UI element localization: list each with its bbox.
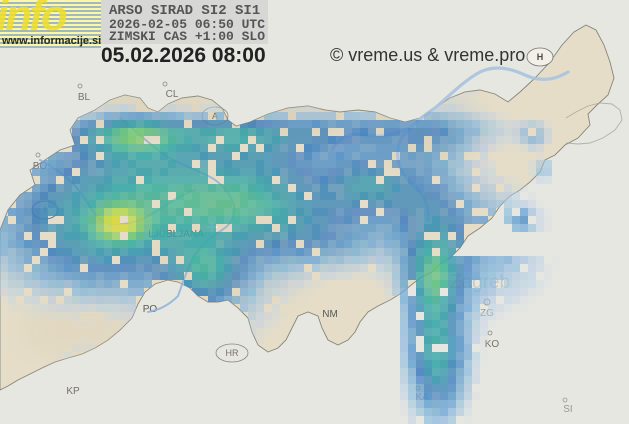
svg-text:HR: HR	[226, 348, 239, 358]
svg-text:KP: KP	[66, 386, 80, 397]
svg-text:NM: NM	[322, 309, 338, 320]
svg-text:CL: CL	[166, 89, 179, 100]
svg-text:H: H	[537, 52, 544, 62]
svg-text:BL: BL	[78, 92, 91, 103]
svg-text:SI: SI	[563, 404, 572, 415]
